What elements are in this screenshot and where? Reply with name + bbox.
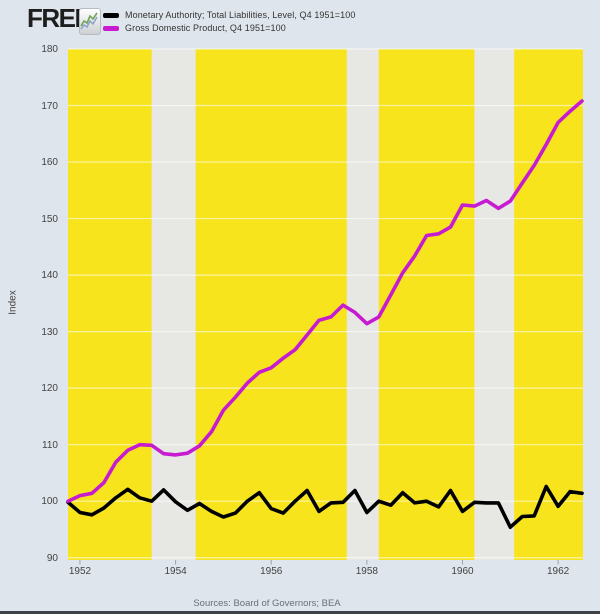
y-axis-title: Index (7, 290, 19, 315)
x-tick-label: 1958 (355, 566, 378, 577)
recession-band (346, 49, 379, 560)
recession-band (151, 49, 196, 560)
chart-legend: Monetary Authority; Total Liabilities, L… (103, 9, 355, 35)
legend-swatch-gdp (103, 25, 119, 31)
x-tick-label: 1962 (547, 566, 570, 577)
sources-note: Sources: Board of Governors; BEA (193, 598, 341, 609)
y-tick-label: 160 (41, 157, 58, 169)
footer-bar (0, 611, 600, 614)
y-tick-label: 120 (41, 383, 58, 395)
y-tick-label: 180 (41, 44, 58, 55)
x-tick-label: 1952 (68, 566, 92, 577)
x-tick-label: 1954 (164, 566, 187, 577)
legend-label-gdp: Gross Domestic Product, Q4 1951=100 (125, 23, 286, 33)
y-tick-label: 170 (41, 100, 58, 112)
legend-item-monetary-authority: Monetary Authority; Total Liabilities, L… (103, 9, 355, 21)
x-tick-label: 1956 (260, 566, 283, 577)
recession-band (474, 49, 515, 560)
y-tick-label: 140 (41, 270, 58, 282)
legend-label-monetary-authority: Monetary Authority; Total Liabilities, L… (125, 10, 356, 20)
y-tick-label: 110 (42, 439, 58, 451)
y-tick-label: 100 (41, 496, 58, 508)
x-tick-label: 1960 (451, 566, 474, 577)
y-tick-label: 130 (41, 326, 58, 338)
fred-sparkline-icon (79, 8, 101, 35)
y-tick-label: 150 (41, 213, 58, 225)
legend-swatch-monetary-authority (103, 12, 119, 18)
series-line-monetary-authority (66, 484, 584, 530)
y-tick-label: 90 (46, 552, 58, 564)
series-line-gdp (66, 99, 584, 504)
legend-item-gdp: Gross Domestic Product, Q4 1951=100 (103, 22, 355, 34)
